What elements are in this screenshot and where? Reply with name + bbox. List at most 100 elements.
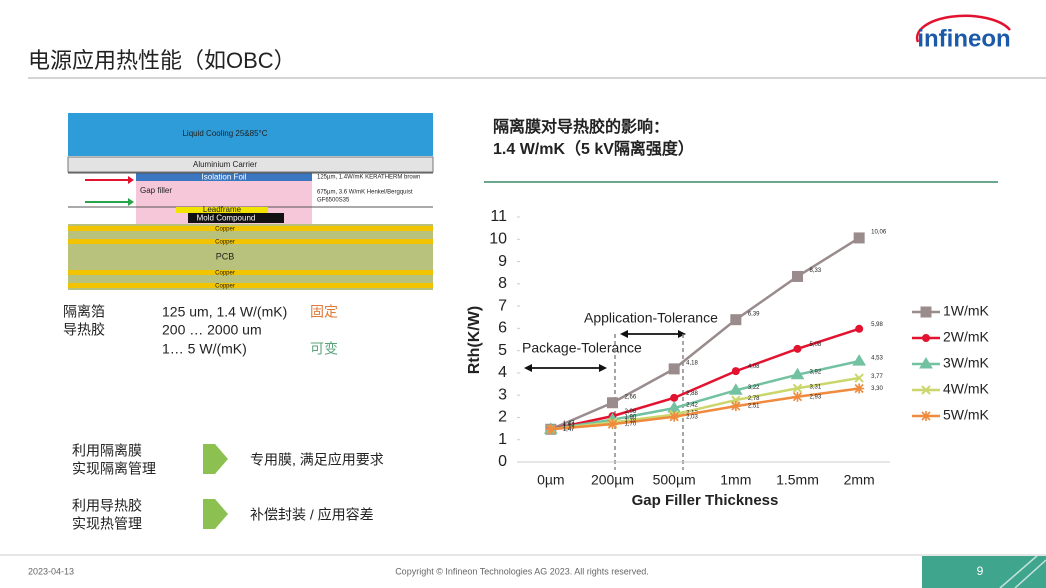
actions: 利用隔离膜 实现隔离管理 专用膜, 满足应用要求 利用导热胶 实现热管理 补偿封… xyxy=(72,443,384,532)
layer-label: PCB xyxy=(216,251,235,261)
value-label: 4,18 xyxy=(686,360,698,366)
layer-label: Isolation Foil xyxy=(202,173,247,182)
annotation: Package-Tolerance xyxy=(522,340,642,356)
footer-copyright: Copyright © Infineon Technologies AG 202… xyxy=(395,566,649,576)
layer xyxy=(176,207,268,213)
layer-label: Liquid Cooling 25&85°C xyxy=(182,129,267,138)
marker xyxy=(730,314,742,326)
y-tick-label: 9 xyxy=(498,253,507,270)
x-tick-label: 1.5mm xyxy=(776,472,819,488)
value-label: 8,33 xyxy=(810,268,822,274)
value-label: 2,88 xyxy=(686,391,698,397)
legend-marker xyxy=(922,334,930,342)
note: 125µm, 1.4W/mK KERATHERM brown xyxy=(317,175,420,181)
y-tick-label: 4 xyxy=(498,364,507,381)
marker xyxy=(792,383,803,393)
logo-arc xyxy=(915,14,1011,43)
value-label: 2,03 xyxy=(686,414,698,420)
y-tick-label: 7 xyxy=(498,297,507,314)
stack-diagram: Liquid Cooling 25&85°C Aluminium Carrier… xyxy=(67,113,434,290)
properties: 隔离箔 125 um, 1.4 W/(mK) 固定 导热胶 200 … 2000… xyxy=(63,304,338,357)
value-label: 3,30 xyxy=(871,386,883,392)
y-axis-label: Rth(K/W) xyxy=(466,306,483,374)
series-line xyxy=(550,327,860,431)
annotation: Application-Tolerance xyxy=(584,310,718,326)
tolerance-arrows xyxy=(530,333,680,369)
marker xyxy=(728,383,743,395)
x-axis-label: Gap Filler Thickness xyxy=(632,492,779,509)
slide-title: 电源应用热性能（如OBC） xyxy=(28,48,296,73)
value-label: 3,22 xyxy=(748,385,760,391)
series-line xyxy=(550,376,860,431)
value-label: 4,08 xyxy=(748,364,760,370)
layer-label: Mold Compound xyxy=(197,214,256,223)
layer-label: Leadframe xyxy=(203,205,242,214)
action-text: 利用隔离膜 xyxy=(72,443,142,459)
marker xyxy=(793,344,802,353)
y-tick-label: 10 xyxy=(489,230,507,247)
prop-spec: 125 um, 1.4 W/(mK) xyxy=(162,304,287,320)
series-line xyxy=(550,359,860,431)
legend-label: 2W/mK xyxy=(943,329,990,345)
y-tick-label: 11 xyxy=(490,208,507,225)
y-tick-label: 5 xyxy=(498,342,507,359)
layer xyxy=(136,173,312,181)
prop-spec: 200 … 2000 um xyxy=(162,322,262,338)
page-number: 9 xyxy=(977,564,984,578)
x-tick-label: 200µm xyxy=(591,472,634,488)
chevron xyxy=(203,444,228,474)
value-label: 1,70 xyxy=(625,422,637,428)
chart-title: 隔离膜对导热胶的影响： xyxy=(493,117,669,136)
marker xyxy=(790,367,805,380)
value-label: 2,51 xyxy=(748,404,760,410)
marker xyxy=(853,232,865,244)
x-tick-label: 2mm xyxy=(844,472,875,488)
value-label: 1,47 xyxy=(563,421,575,427)
action-text: 实现隔离管理 xyxy=(72,461,156,477)
layer-label: Copper xyxy=(215,227,235,233)
value-label: 5,98 xyxy=(871,322,883,328)
value-label: 2,06 xyxy=(625,409,637,415)
value-label: 2,78 xyxy=(748,396,760,402)
layer xyxy=(188,213,284,223)
series-line xyxy=(550,236,860,431)
layer xyxy=(68,224,433,290)
action-result: 补偿封装 / 应用容差 xyxy=(250,507,374,523)
y-tick-label: 8 xyxy=(498,275,507,292)
layer xyxy=(68,113,433,156)
x-tick-label: 500µm xyxy=(653,472,696,488)
logo: infineon xyxy=(917,25,1010,52)
y-tick-label: 0 xyxy=(498,453,507,470)
action-text: 实现热管理 xyxy=(72,516,142,532)
marker xyxy=(669,411,680,422)
marker xyxy=(545,424,556,435)
legend-marker xyxy=(920,306,932,318)
legend-label: 5W/mK xyxy=(943,407,990,423)
x-tick-label: 0µm xyxy=(537,472,565,488)
value-label: 1,90 xyxy=(625,414,637,420)
legend-label: 4W/mK xyxy=(943,381,990,397)
layer xyxy=(67,156,434,173)
value-label: 4,53 xyxy=(871,356,883,362)
prop-spec: 1… 5 W/(mK) xyxy=(162,341,247,357)
layer-label: Gap filler xyxy=(140,186,172,195)
y-tick-label: 1 xyxy=(498,431,507,448)
value-label: 10,06 xyxy=(871,230,887,236)
marker xyxy=(852,354,867,366)
legend-label: 3W/mK xyxy=(943,355,990,371)
layer-label: Copper xyxy=(215,284,235,290)
legend-label: 1W/mK xyxy=(943,303,990,319)
action-text: 利用导热胶 xyxy=(72,498,142,514)
marker xyxy=(792,270,803,282)
prop-note: 可变 xyxy=(310,341,338,357)
note: GF6500S35 xyxy=(317,198,350,204)
footer-date: 2023-04-13 xyxy=(28,566,74,576)
legend-marker xyxy=(921,411,931,421)
layer-label: Aluminium Carrier xyxy=(193,160,257,169)
x-tick-label: 1mm xyxy=(720,472,751,488)
marker xyxy=(854,373,864,383)
chart-subtitle: 1.4 W/mK（5 kV隔离强度） xyxy=(493,139,694,158)
marker xyxy=(731,367,740,376)
legend-marker xyxy=(921,385,931,395)
